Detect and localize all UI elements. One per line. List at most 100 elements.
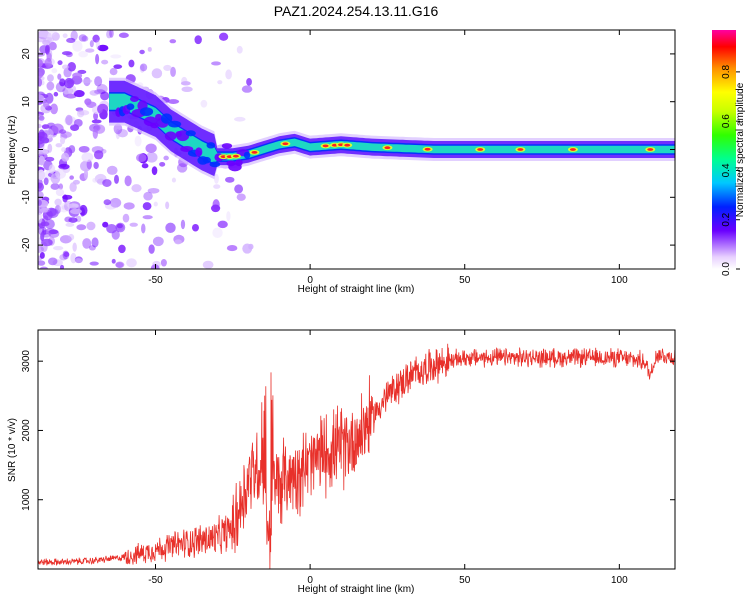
spectral-blob: [202, 260, 214, 269]
colorbar-tick-label: 0.0: [721, 262, 732, 276]
spectral-blob: [57, 60, 63, 66]
spectral-blob: [81, 152, 94, 163]
spectrogram-image: [38, 30, 675, 269]
spectral-blob: [82, 238, 92, 249]
hot-spot-core: [322, 144, 329, 148]
spectral-blob: [72, 179, 80, 185]
spectral-blob: [122, 213, 130, 223]
ridge-blob: [161, 113, 173, 124]
spectral-blob: [68, 233, 75, 241]
spectral-blob: [141, 223, 146, 234]
spectral-blob: [55, 143, 63, 148]
spectral-blob: [39, 142, 45, 151]
spectral-blob: [64, 216, 73, 223]
spectral-blob: [200, 99, 208, 108]
spectral-blob: [61, 51, 72, 56]
spectral-blob: [212, 227, 223, 239]
colorbar-tick-label: 0.6: [721, 114, 732, 128]
y-tick-label: 1000: [21, 488, 32, 511]
x-tick-label: 100: [611, 575, 628, 586]
spectral-blob: [55, 168, 67, 179]
spectral-blob: [68, 145, 76, 154]
spectral-blob: [94, 76, 103, 87]
spectral-blob: [142, 215, 153, 220]
spectral-blob: [44, 156, 55, 162]
spectral-blob: [126, 258, 137, 268]
spectral-blob: [83, 168, 89, 180]
spectral-blob: [38, 260, 46, 266]
spectral-blob: [210, 204, 221, 213]
spectral-blob: [118, 32, 129, 38]
spectral-blob: [225, 176, 235, 183]
spectral-blob: [241, 85, 253, 93]
snr-series-line: [38, 343, 675, 569]
spectral-blob: [46, 81, 55, 91]
spectral-blob: [59, 264, 65, 269]
spectral-blob: [93, 112, 99, 121]
spectrogram-x-ticks: -50 0 50 100: [148, 30, 628, 286]
hot-spot-core: [647, 148, 654, 151]
hot-spot-core: [251, 150, 258, 154]
spectral-blob: [213, 184, 221, 189]
spectral-blob: [38, 30, 50, 40]
colorbar-tick-label: 0.8: [721, 64, 732, 78]
spectral-blob: [180, 81, 191, 86]
spectral-blob: [174, 239, 182, 245]
spectral-blob: [147, 187, 160, 194]
spectral-blob: [38, 169, 46, 181]
spectral-blob: [38, 58, 43, 68]
x-tick-label: 0: [307, 275, 313, 286]
spectral-blob: [51, 32, 60, 41]
spectral-blob: [246, 78, 252, 86]
spectral-blob: [131, 184, 142, 193]
spectral-blob: [236, 193, 246, 201]
spectral-blob: [218, 32, 229, 41]
spectral-blob: [85, 48, 95, 53]
ridge-blob: [185, 130, 196, 137]
colorbar-gradient: [712, 30, 736, 269]
y-tick-label: 2000: [21, 419, 32, 442]
colorbar: 0.0 0.2 0.4 0.6 0.8 Normalized spectral ampl…: [712, 30, 746, 276]
spectral-blob: [93, 150, 104, 160]
spectral-blob: [242, 243, 253, 254]
spectral-blob: [151, 68, 163, 79]
x-tick-label: -50: [148, 575, 163, 586]
spectral-blob: [106, 30, 112, 39]
spectral-blob: [63, 251, 70, 257]
spectral-blob: [74, 118, 83, 127]
spectral-blob: [65, 93, 77, 99]
spectral-blob: [59, 235, 72, 244]
spectral-blob: [109, 197, 122, 208]
spectral-blob: [61, 205, 69, 210]
spectral-blob: [102, 221, 109, 228]
spectral-blob: [70, 208, 82, 215]
spectral-blob: [124, 175, 132, 187]
ridge-outer: [109, 80, 675, 177]
spectral-blob: [171, 177, 177, 183]
spectral-blob: [79, 207, 85, 217]
spectral-blob: [167, 99, 180, 104]
spectral-blob: [39, 266, 49, 269]
spectral-blob: [61, 64, 70, 70]
figure-title: PAZ1.2024.254.13.11.G16: [274, 3, 439, 19]
spectral-blob: [58, 183, 64, 190]
spectral-blob: [91, 119, 102, 124]
spectral-blob: [148, 244, 155, 254]
ridge-blob: [180, 145, 194, 153]
spectral-blob: [181, 86, 193, 93]
spectral-blob: [41, 238, 53, 247]
spectral-blob: [111, 258, 116, 264]
spectral-blob: [106, 224, 117, 234]
snr-x-ticks: -50 0 50 100: [148, 330, 628, 586]
hot-spot-core: [344, 143, 351, 147]
spectral-blob: [50, 103, 58, 115]
spectral-blob: [74, 256, 83, 264]
ridge-cyan: [109, 93, 675, 164]
spectral-blob: [160, 259, 167, 267]
spectral-blob: [38, 112, 44, 117]
spectral-blob: [211, 61, 221, 66]
spectral-blob: [88, 245, 96, 251]
colorbar-tick-label: 0.2: [721, 212, 732, 226]
spectral-blob: [65, 222, 75, 227]
